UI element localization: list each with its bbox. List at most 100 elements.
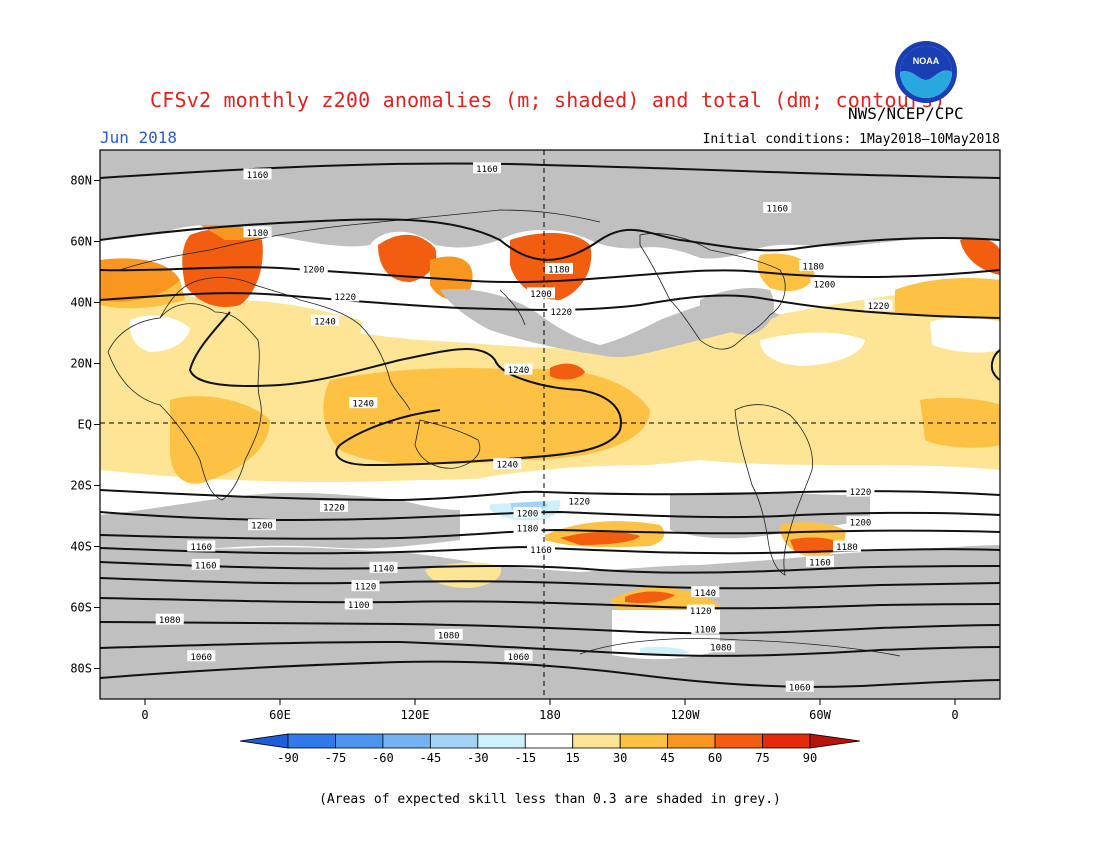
contour-label-bg	[527, 543, 555, 555]
contour-label-bg	[299, 262, 328, 274]
colorbar-label: -15	[514, 751, 536, 765]
contour-1060	[100, 660, 1000, 688]
contour-label: 1140	[373, 564, 395, 574]
contour-label: 1180	[548, 265, 570, 275]
contour-label: 1100	[348, 601, 370, 611]
figure-title: CFSv2 monthly z200 anomalies (m; shaded)…	[150, 88, 946, 112]
grey-north-pacific	[440, 289, 780, 358]
contour-1200-south	[100, 510, 1000, 521]
colorbar-box	[667, 733, 716, 749]
contour-1140	[100, 577, 1000, 590]
anomaly-siberia-orange	[430, 256, 473, 300]
contour-label-bg	[513, 506, 542, 518]
contour-1180-north	[100, 218, 1000, 261]
contour-label: 1220	[323, 503, 345, 513]
lon-tick-label: 120E	[401, 708, 430, 722]
coastline-japan	[499, 289, 526, 326]
colorbar-label: -90	[277, 751, 299, 765]
lon-tick-label: 0	[141, 708, 148, 722]
contour-label: 1200	[850, 519, 872, 529]
contour-label: 1220	[334, 293, 356, 303]
colorbar-box	[287, 733, 336, 749]
contour-label-bg	[243, 168, 272, 180]
contour-label-bg	[473, 162, 501, 174]
lat-tick-label: 80S	[70, 662, 92, 676]
contour-label: 1200	[530, 290, 552, 300]
contour-label-bg	[155, 613, 184, 625]
contour-label-bg	[547, 305, 576, 317]
noaa-logo: NOAA	[895, 41, 957, 103]
lat-tick-label: 40N	[70, 296, 92, 310]
initial-conditions-label: Initial conditions: 1May2018–10May2018	[702, 132, 1000, 147]
contour-label-bg	[513, 522, 542, 534]
contour-label: 1240	[496, 461, 518, 471]
colorbar-box	[524, 733, 574, 749]
contour-label-bg	[351, 580, 380, 592]
lat-tick-label: 80N	[70, 174, 92, 188]
contour-label-bg	[369, 561, 398, 573]
contour-label: 1220	[850, 488, 872, 498]
contour-label: 1200	[251, 522, 273, 532]
plot-area: 1160 1160 1160 1180 1180 1180 1200 1200 1200 1220…	[100, 150, 1000, 699]
contour-label: 1160	[195, 561, 217, 571]
contour-label: 1200	[303, 265, 325, 275]
colorbar-arrow-left	[239, 733, 289, 749]
noaa-logo-text: NOAA	[913, 56, 940, 66]
contour-label: 1080	[159, 616, 181, 626]
contour-label-bg	[349, 397, 378, 409]
contour-label: 1220	[550, 308, 572, 318]
anomaly-amundsen-red	[625, 591, 675, 604]
contour-label: 1080	[710, 644, 732, 654]
contour-label: 1220	[568, 497, 590, 507]
contour-label: 1080	[438, 631, 460, 641]
colorbar-label: 90	[803, 751, 817, 765]
colorbar-label: 60	[708, 751, 722, 765]
contour-label: 1180	[247, 229, 269, 239]
anomaly-pacific-red	[550, 363, 585, 380]
contour-label-bg	[187, 540, 216, 552]
coastline-australia	[414, 419, 481, 469]
contour-label: 1160	[809, 558, 831, 568]
lon-tick-label: 180	[539, 708, 561, 722]
contour-label: 1120	[690, 607, 712, 617]
colorbar-label: 30	[613, 751, 627, 765]
contour-label-bg	[493, 458, 522, 470]
grey-arctic	[100, 150, 1000, 259]
lat-tick-label: 20S	[70, 479, 92, 493]
contour-1240-edge	[990, 349, 1000, 381]
coastline-eurasia-south	[159, 277, 411, 411]
colorbar-box	[477, 733, 526, 749]
contour-label: 1180	[836, 543, 858, 553]
lon-tick-label: 120W	[671, 708, 701, 722]
contour-label: 1240	[508, 366, 530, 376]
contour-1200-north	[100, 266, 1000, 284]
contour-1120	[100, 597, 1000, 610]
anomaly-scandinavia	[960, 238, 1000, 275]
contour-label-bg	[806, 555, 834, 567]
colorbar-label: 45	[660, 751, 674, 765]
coastlines	[107, 209, 901, 657]
lon-tick-label: 0	[951, 708, 958, 722]
contour-label-bg	[331, 290, 360, 302]
contour-label: 1240	[352, 400, 374, 410]
lat-tick-label: 40S	[70, 540, 92, 554]
lat-tick-label: 60S	[70, 601, 92, 615]
neutral-west-africa	[129, 315, 190, 352]
colorbar-box	[572, 733, 621, 749]
contour-label-bg	[691, 622, 720, 634]
anomaly-siberia	[378, 234, 437, 282]
anomaly-maritime	[323, 368, 650, 465]
contour-label: 1100	[694, 625, 716, 635]
contour-label: 1060	[190, 653, 212, 663]
contour-label-bg	[504, 363, 533, 375]
coastline-antarctica	[579, 638, 901, 657]
contour-1100	[100, 621, 1000, 635]
colorbar-arrow-right	[809, 733, 861, 749]
contour-label: 1120	[355, 583, 377, 593]
contour-label-bg	[686, 604, 715, 616]
contour-label-bg	[763, 201, 792, 213]
contour-label-bg	[320, 500, 348, 512]
contour-label-bg	[785, 680, 814, 692]
colorbar-box	[335, 733, 384, 749]
contour-label: 1180	[802, 262, 824, 272]
